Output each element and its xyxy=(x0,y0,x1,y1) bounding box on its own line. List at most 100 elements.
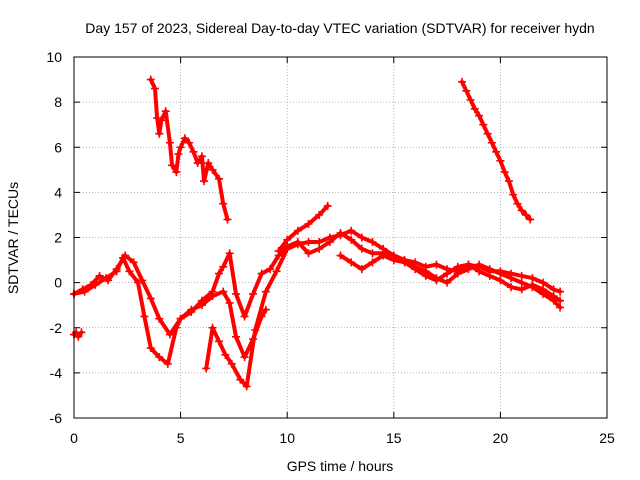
data-point xyxy=(95,271,104,280)
data-point xyxy=(517,285,526,294)
data-point xyxy=(157,116,166,125)
y-tick-label: -6 xyxy=(50,410,63,426)
data-point xyxy=(214,337,223,346)
series-trace xyxy=(276,203,330,253)
data-point xyxy=(556,303,565,312)
y-axis-label: SDTVAR / TECUs xyxy=(5,182,21,294)
data-point xyxy=(78,285,87,294)
data-point xyxy=(87,280,96,289)
data-point xyxy=(549,292,558,301)
data-point xyxy=(155,129,164,138)
data-point xyxy=(249,289,258,298)
data-point xyxy=(236,375,245,384)
data-point xyxy=(227,359,236,368)
data-point xyxy=(146,344,155,353)
data-point xyxy=(443,269,452,278)
data-point xyxy=(274,247,283,256)
y-tick-label: 10 xyxy=(46,49,62,65)
data-point xyxy=(507,283,516,292)
x-tick-label: 0 xyxy=(70,430,78,446)
data-point xyxy=(138,276,147,285)
data-point xyxy=(504,177,513,186)
data-point xyxy=(163,359,172,368)
chart-title: Day 157 of 2023, Sidereal Day-to-day VTE… xyxy=(85,20,594,36)
data-point xyxy=(368,249,377,258)
data-point xyxy=(221,350,230,359)
data-point xyxy=(208,165,217,174)
y-tick-label: 6 xyxy=(54,139,62,155)
data-point xyxy=(185,138,194,147)
data-point xyxy=(283,244,292,253)
data-point xyxy=(556,296,565,305)
data-point xyxy=(507,274,516,283)
data-point xyxy=(475,260,484,269)
data-point xyxy=(125,267,134,276)
data-point xyxy=(464,260,473,269)
data-point xyxy=(315,238,324,247)
data-point xyxy=(528,280,537,289)
data-point xyxy=(232,332,241,341)
data-point xyxy=(517,271,526,280)
data-point xyxy=(475,111,484,120)
data-point xyxy=(168,161,177,170)
data-point xyxy=(155,314,164,323)
data-point xyxy=(432,276,441,285)
data-point xyxy=(357,233,366,242)
data-point xyxy=(470,104,479,113)
data-point xyxy=(336,251,345,260)
data-point xyxy=(466,95,475,104)
data-point xyxy=(496,156,505,165)
data-point xyxy=(315,244,324,253)
data-point xyxy=(492,147,501,156)
data-point xyxy=(251,326,260,335)
data-point xyxy=(240,353,249,362)
data-point xyxy=(172,168,181,177)
data-point xyxy=(133,278,142,287)
data-point xyxy=(165,138,174,147)
data-point xyxy=(129,258,138,267)
data-point xyxy=(140,312,149,321)
data-point xyxy=(121,251,130,260)
data-point xyxy=(315,210,324,219)
data-point xyxy=(293,240,302,249)
data-point xyxy=(240,312,249,321)
x-tick-label: 25 xyxy=(599,430,615,446)
data-point xyxy=(176,143,185,152)
data-point xyxy=(151,84,160,93)
data-point xyxy=(214,174,223,183)
data-point xyxy=(219,262,228,271)
x-tick-label: 20 xyxy=(493,430,509,446)
data-point xyxy=(153,113,162,122)
data-point xyxy=(389,256,398,265)
data-point xyxy=(509,190,518,199)
series-trace xyxy=(72,255,268,366)
y-tick-label: -2 xyxy=(50,320,63,336)
data-point xyxy=(400,258,409,267)
data-point xyxy=(368,258,377,267)
data-point xyxy=(293,226,302,235)
data-point xyxy=(304,249,313,258)
data-point xyxy=(74,332,83,341)
data-point xyxy=(242,382,251,391)
data-point xyxy=(453,269,462,278)
data-point xyxy=(77,328,86,337)
data-point xyxy=(232,289,241,298)
data-point xyxy=(225,249,234,258)
data-point xyxy=(453,262,462,271)
data-point xyxy=(458,77,467,86)
y-tick-label: 8 xyxy=(54,94,62,110)
data-point xyxy=(112,265,121,274)
data-point xyxy=(208,287,217,296)
data-point xyxy=(146,294,155,303)
data-point xyxy=(146,75,155,84)
data-point xyxy=(283,235,292,244)
data-point xyxy=(174,150,183,159)
data-point xyxy=(421,271,430,280)
y-tick-label: -4 xyxy=(50,365,63,381)
series-trace xyxy=(148,77,230,222)
data-point xyxy=(266,265,275,274)
data-point xyxy=(521,210,530,219)
data-point xyxy=(325,233,334,242)
data-series xyxy=(70,75,565,391)
data-point xyxy=(197,152,206,161)
